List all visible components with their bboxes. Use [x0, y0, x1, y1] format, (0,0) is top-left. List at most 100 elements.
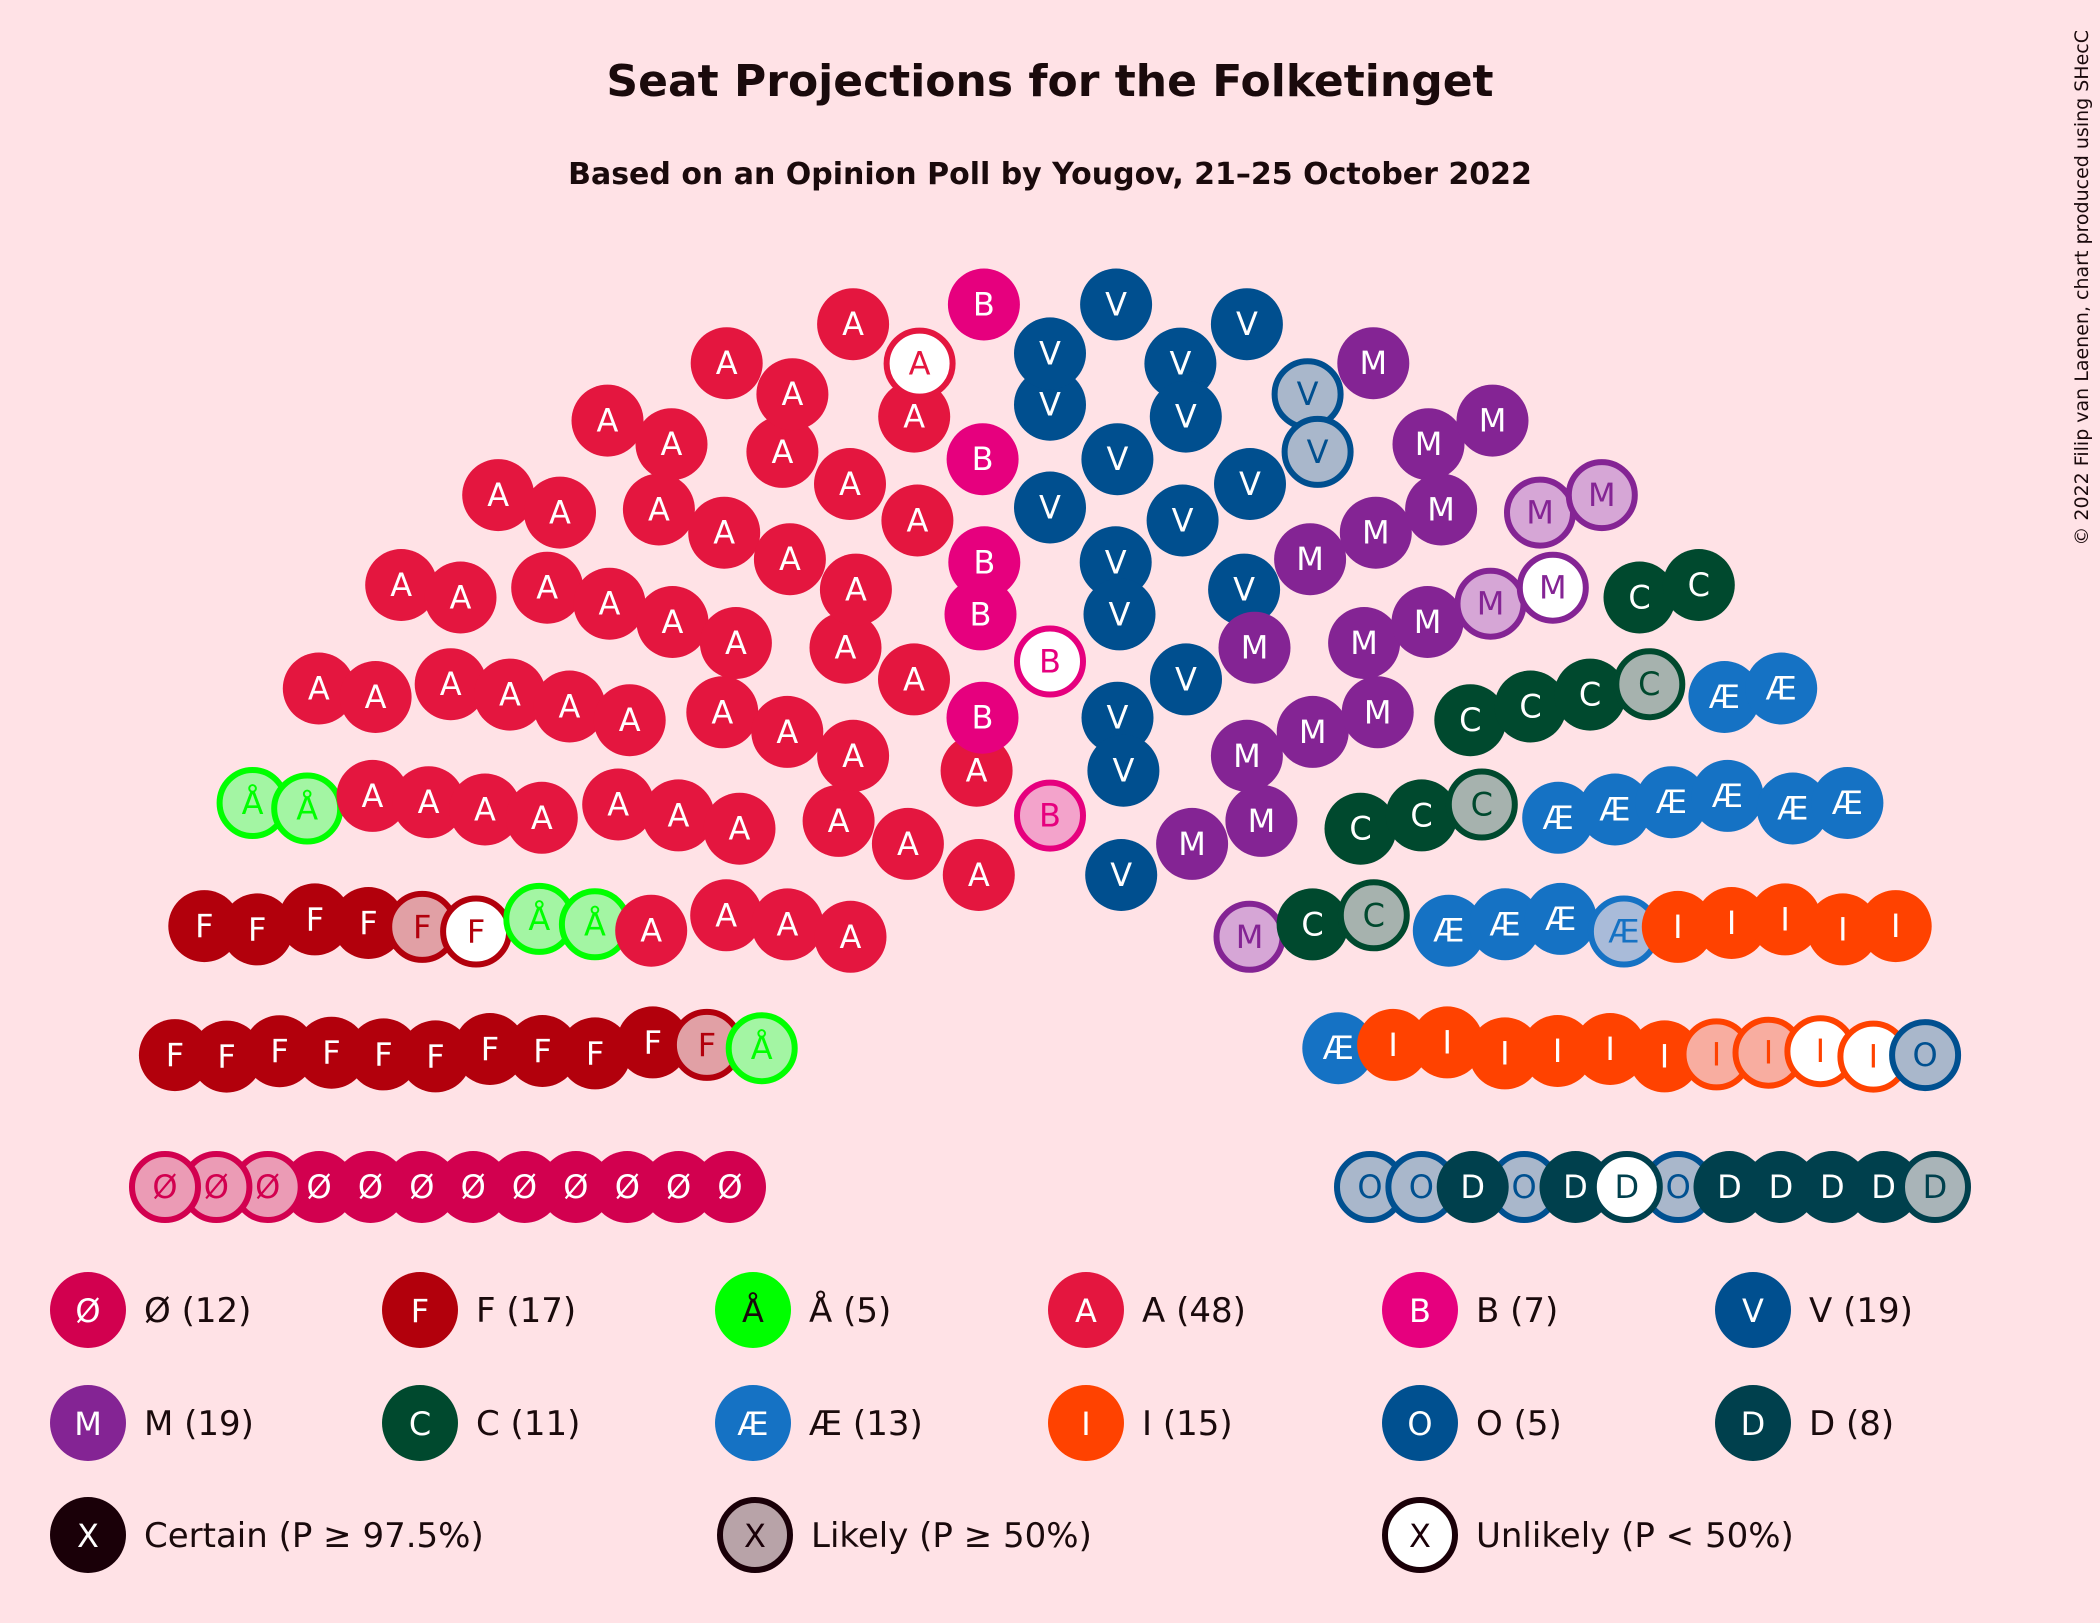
status-legend-label: Likely (P ≥ 50%): [811, 1516, 1092, 1556]
seat-symbol: C: [1579, 676, 1601, 714]
seat-symbol: Ø: [563, 1168, 588, 1206]
legend-swatch-symbol: Å: [742, 1292, 764, 1330]
legend-swatch: [1382, 1385, 1458, 1461]
seat-symbol: M: [1427, 491, 1455, 529]
seat-symbol: A: [716, 344, 738, 382]
legend-item: Æ Æ (13): [715, 1385, 923, 1461]
chart-subtitle: Based on an Opinion Poll by Yougov, 21–2…: [568, 157, 1532, 192]
seat-circle: [190, 1020, 263, 1093]
seat-symbol: M: [1415, 425, 1443, 463]
seat-certain: B: [948, 526, 1021, 599]
status-legend-item: X Likely (P ≥ 50%): [717, 1497, 1092, 1573]
seat-certain: Ø: [283, 1151, 356, 1223]
seat-circle: [1014, 625, 1086, 698]
seat-circle: [746, 415, 819, 488]
seat-circle: [1695, 887, 1768, 959]
legend-item: B B (7): [1382, 1272, 1558, 1348]
seat-certain: Æ: [1524, 882, 1597, 955]
seat-symbol: F: [698, 1026, 716, 1064]
seat-circle: [1469, 888, 1542, 961]
seat-symbol: A: [308, 670, 330, 708]
seat-circle: [1276, 695, 1349, 768]
seat-symbol: V: [1169, 345, 1191, 383]
seat-likely: V: [1281, 415, 1354, 488]
seat-symbol: A: [779, 540, 801, 578]
seat-circle: [1434, 684, 1507, 757]
seat-certain: A: [699, 607, 772, 679]
seat-certain: A: [878, 643, 950, 716]
seat-certain: M: [1456, 384, 1529, 457]
seat-certain: Æ: [1469, 888, 1542, 961]
seat-symbol: O: [1357, 1168, 1382, 1206]
seat-symbol: I: [1891, 907, 1900, 945]
seat-symbol: Å: [528, 900, 550, 938]
seat-symbol: F: [467, 913, 485, 951]
seat-symbol: I: [1605, 1030, 1614, 1068]
status-legend-item: X Certain (P ≥ 97.5%): [50, 1497, 484, 1573]
legend-swatch: [715, 1272, 791, 1348]
seat-certain: V: [1014, 317, 1086, 390]
seat-circle: [819, 553, 892, 626]
seat-circle: [449, 773, 521, 846]
seat-likely: C: [1445, 768, 1518, 841]
seat-symbol: A: [487, 476, 509, 514]
seat-circle: [694, 1151, 766, 1223]
seat-unlikely: F: [440, 895, 513, 968]
seat-circle: [1392, 408, 1465, 481]
seat-symbol: A: [966, 752, 988, 790]
seat-circle: [809, 611, 882, 684]
seat-likely: M: [1565, 459, 1638, 532]
seat-circle: [1468, 1017, 1541, 1090]
seat-circle: [1144, 327, 1217, 400]
legend-item: M M (19): [50, 1385, 254, 1461]
seat-symbol: A: [661, 425, 683, 463]
legend-item: A A (48): [1048, 1272, 1246, 1348]
seat-likely: O: [1889, 1019, 1962, 1092]
seat-circle: [1744, 1151, 1817, 1223]
seat-certain: A: [282, 652, 355, 725]
seat-certain: M: [1156, 807, 1229, 880]
credit-text: © 2022 Filip van Laenen, chart produced …: [2071, 30, 2093, 546]
seat-certain: A: [511, 551, 584, 624]
seat-symbol: I: [1442, 1023, 1451, 1061]
seat-symbol: F: [413, 908, 431, 946]
legend-item: C C (11): [382, 1385, 580, 1461]
seat-likely: M: [1454, 567, 1527, 640]
seat-circle: [506, 1015, 579, 1087]
seat-symbol: A: [776, 905, 798, 943]
seat-likely: Ø: [231, 1151, 304, 1223]
seat-circle: [883, 327, 956, 400]
seat-symbol: D: [1820, 1168, 1845, 1206]
seat-symbol: D: [1614, 1168, 1639, 1206]
seat-circle: [1014, 471, 1086, 544]
seat-certain: A: [802, 784, 875, 857]
seat-circle: [1847, 1151, 1920, 1223]
seat-certain: I: [1521, 1015, 1594, 1087]
seat-circle: [1281, 415, 1354, 488]
seat-certain: A: [533, 670, 606, 743]
seat-certain: A: [593, 684, 666, 757]
seat-circle: [559, 1017, 632, 1090]
seat-circle: [878, 380, 951, 453]
seat-likely: Å: [558, 888, 631, 961]
seat-certain: D: [1693, 1151, 1766, 1223]
seat-circle: [1085, 839, 1158, 911]
legend-swatch-symbol: I: [1081, 1405, 1090, 1443]
seat-certain: A: [365, 549, 438, 621]
seat-certain: V: [1146, 484, 1219, 557]
legend-label: A (48): [1142, 1291, 1246, 1331]
seat-symbol: A: [597, 402, 619, 440]
seat-symbol: Å: [584, 905, 606, 943]
seat-certain: A: [473, 658, 546, 731]
legend-item: Å Å (5): [715, 1272, 891, 1348]
seat-symbol: A: [725, 624, 747, 662]
seat-symbol: V: [1175, 398, 1197, 436]
seat-symbol: M: [1362, 514, 1390, 552]
seat-certain: F: [453, 1013, 526, 1085]
seat-symbol: Å: [242, 784, 264, 822]
seat-symbol: F: [533, 1032, 551, 1070]
seat-symbol: V: [1175, 660, 1197, 698]
seat-circle: [1079, 526, 1152, 599]
seat-symbol: I: [1764, 1034, 1773, 1072]
legend-swatch: [1048, 1272, 1124, 1348]
